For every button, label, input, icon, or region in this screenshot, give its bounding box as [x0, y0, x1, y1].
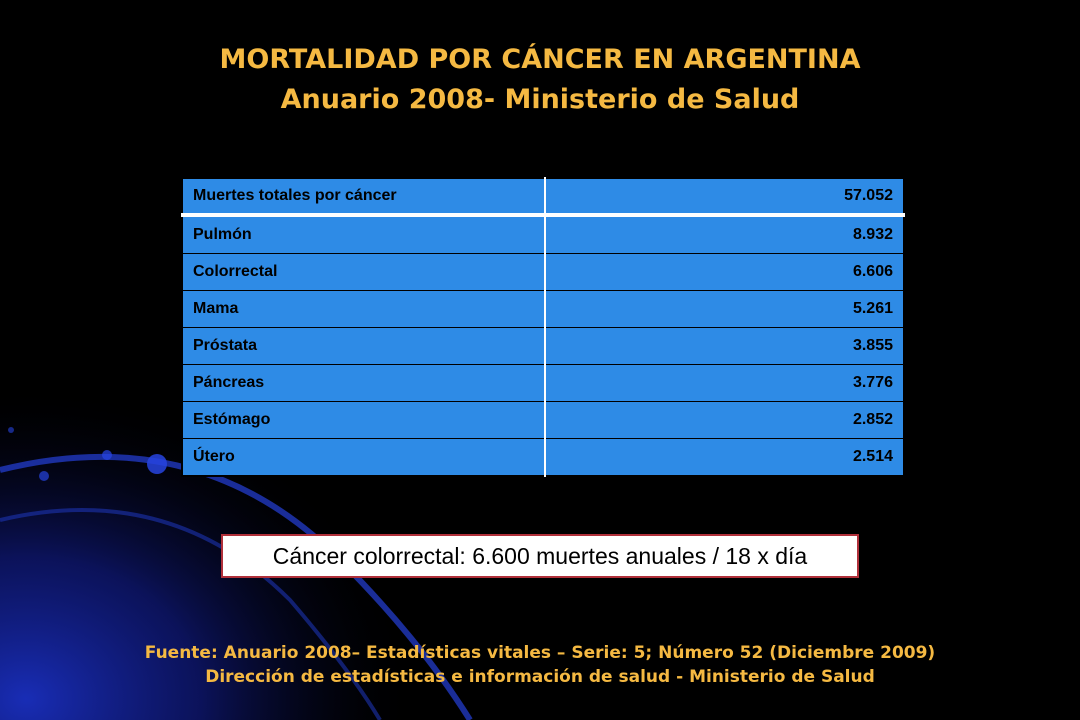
orb-2 — [102, 450, 112, 460]
table-row: Útero 2.514 — [182, 438, 904, 477]
table-row: Estómago 2.852 — [182, 401, 904, 439]
slide-subtitle: Anuario 2008- Ministerio de Salud — [280, 84, 800, 115]
table-row: Páncreas 3.776 — [182, 364, 904, 402]
row-value: 2.852 — [545, 401, 904, 439]
row-label: Próstata — [182, 327, 546, 365]
row-label: Pulmón — [182, 214, 546, 254]
row-label: Estómago — [182, 401, 546, 439]
orb-1 — [147, 454, 167, 474]
row-label: Páncreas — [182, 364, 546, 402]
row-value: 57.052 — [545, 177, 904, 217]
source-citation: Fuente: Anuario 2008– Estadísticas vital… — [144, 643, 936, 663]
row-value: 6.606 — [545, 253, 904, 291]
table-row: Colorrectal 6.606 — [182, 253, 904, 291]
table-row: Mama 5.261 — [182, 290, 904, 328]
table-row: Próstata 3.855 — [182, 327, 904, 365]
row-value: 3.855 — [545, 327, 904, 365]
table-row: Pulmón 8.932 — [182, 214, 904, 254]
mortality-table: Muertes totales por cáncer 57.052 Pulmón… — [181, 177, 905, 477]
row-label: Mama — [182, 290, 546, 328]
row-value: 5.261 — [545, 290, 904, 328]
table-row: Muertes totales por cáncer 57.052 — [182, 177, 904, 217]
row-label: Colorrectal — [182, 253, 546, 291]
row-value: 2.514 — [545, 438, 904, 477]
row-value: 8.932 — [545, 214, 904, 254]
row-label: Muertes totales por cáncer — [182, 177, 546, 217]
source-institution: Dirección de estadísticas e información … — [205, 667, 875, 687]
orb-4 — [8, 427, 14, 433]
highlight-callout: Cáncer colorrectal: 6.600 muertes anuale… — [221, 534, 859, 578]
slide-title: MORTALIDAD POR CÁNCER EN ARGENTINA — [219, 44, 861, 75]
orb-3 — [39, 471, 49, 481]
row-value: 3.776 — [545, 364, 904, 402]
row-label: Útero — [182, 438, 546, 477]
